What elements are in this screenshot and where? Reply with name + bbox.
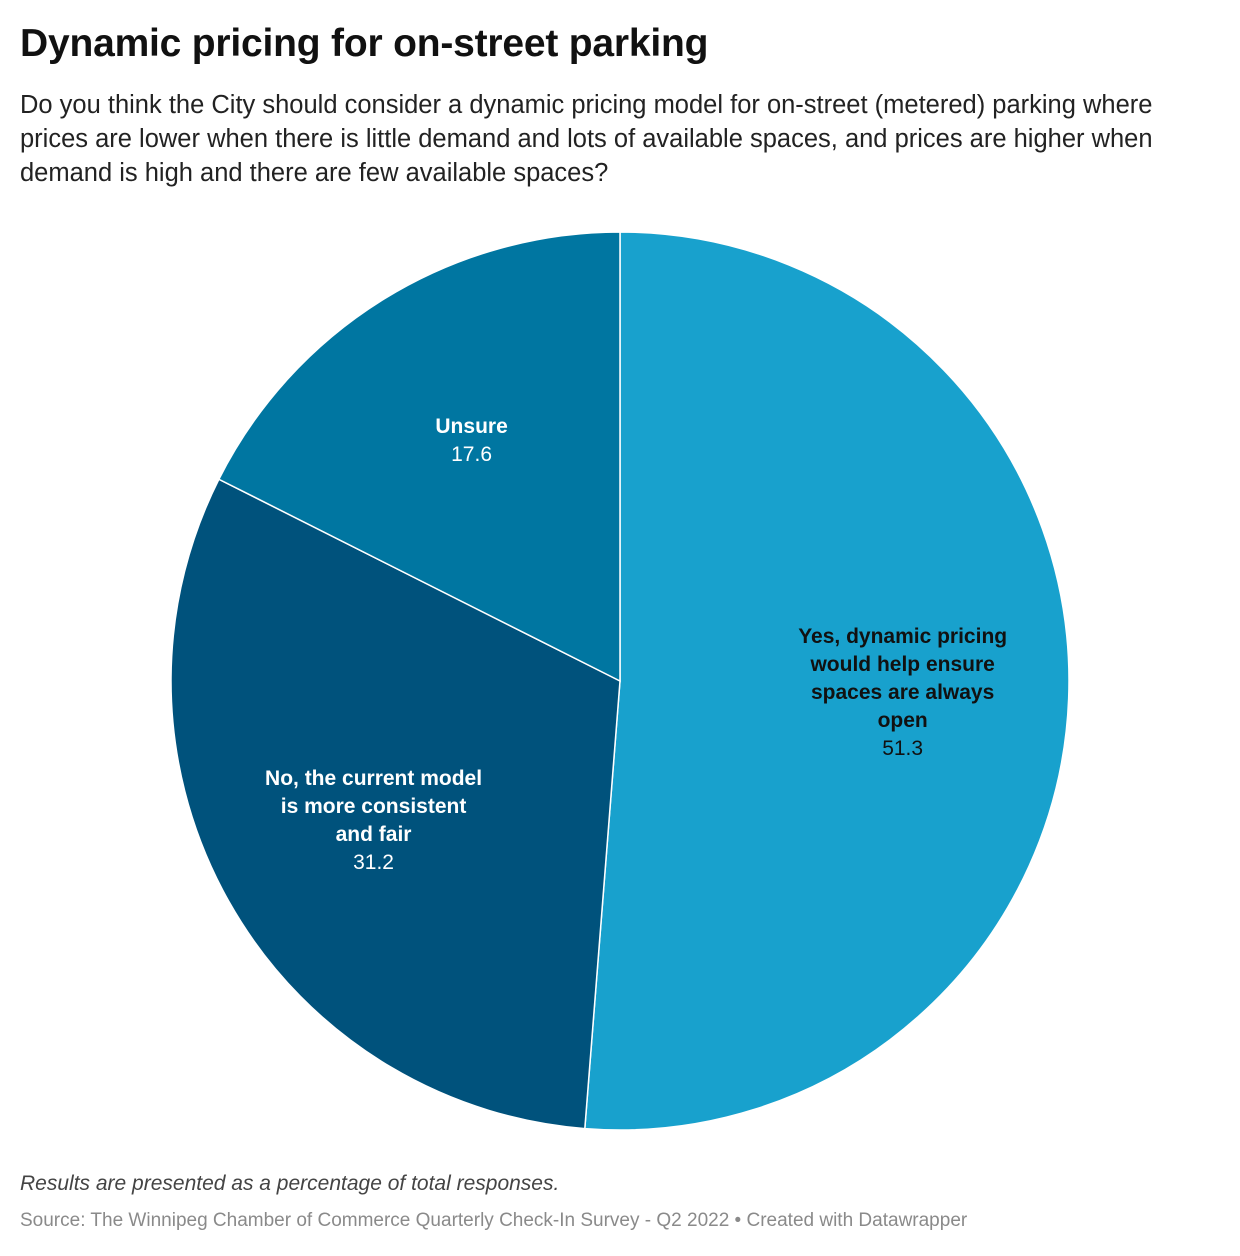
slice-value-label: 17.6 bbox=[451, 443, 492, 466]
slice-label-line: No, the current model bbox=[265, 767, 482, 790]
slice-value-label: 51.3 bbox=[882, 737, 923, 760]
chart-title: Dynamic pricing for on-street parking bbox=[20, 22, 709, 65]
pie-chart: Yes, dynamic pricing would help ensure spa… bbox=[170, 231, 1070, 1131]
slice-label-line: Unsure bbox=[435, 415, 507, 438]
chart-subtitle: Do you think the City should consider a … bbox=[20, 91, 1153, 187]
slice-label-unsure: Unsure 17.6 bbox=[435, 415, 507, 466]
chart-note: Results are presented as a percentage of… bbox=[20, 1172, 560, 1195]
slice-label-line: spaces are always bbox=[811, 681, 994, 704]
slice-label-line: open bbox=[878, 709, 928, 732]
slice-label-no: No, the current model is more consistent a… bbox=[265, 767, 482, 874]
chart-source: Source: The Winnipeg Chamber of Commerce… bbox=[20, 1210, 968, 1231]
pie-slice-unsure bbox=[217, 231, 621, 683]
slice-label-line: and fair bbox=[336, 823, 412, 846]
slice-label-yes: Yes, dynamic pricing would help ensure spa… bbox=[798, 625, 1007, 760]
pie-slices bbox=[170, 231, 1070, 1131]
pie-labels: Yes, dynamic pricing would help ensure spa… bbox=[265, 415, 1007, 874]
pie-slice-no bbox=[170, 478, 621, 1130]
pie-slice-yes bbox=[584, 231, 1070, 1131]
slice-value-label: 31.2 bbox=[353, 851, 394, 874]
slice-label-line: Yes, dynamic pricing bbox=[798, 625, 1007, 648]
slice-label-line: would help ensure bbox=[809, 653, 994, 676]
slice-label-line: is more consistent bbox=[281, 795, 467, 818]
